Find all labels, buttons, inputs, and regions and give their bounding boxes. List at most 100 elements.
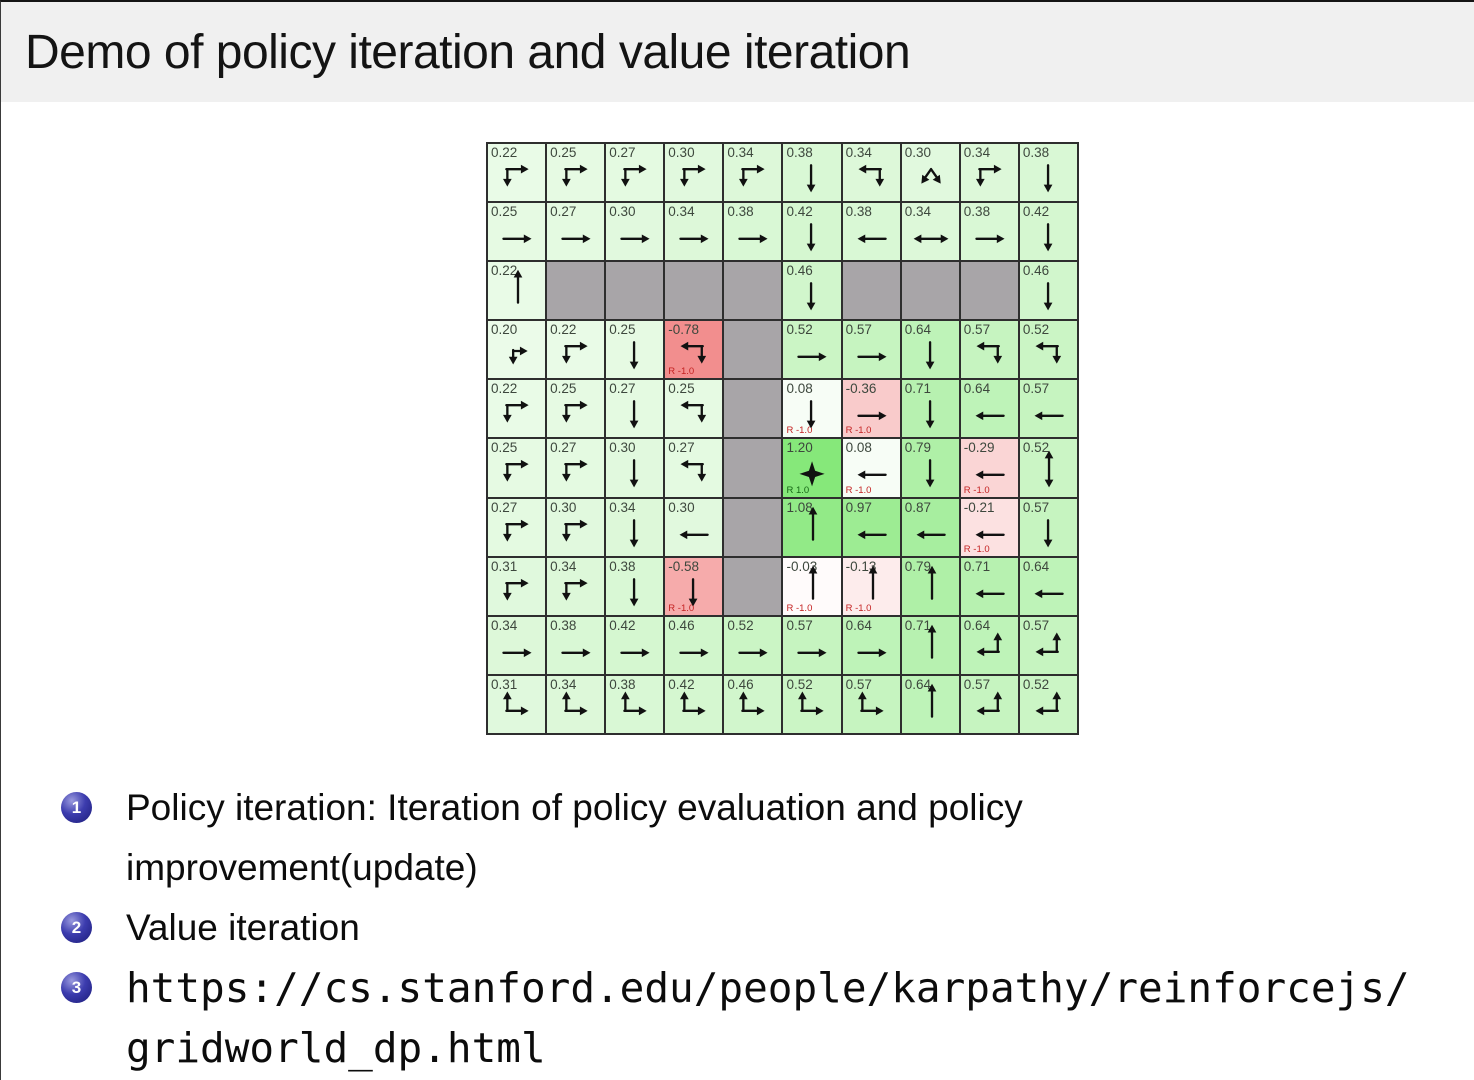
grid-cell[interactable]: 0.52 (782, 674, 842, 734)
grid-cell[interactable]: 0.79 (900, 556, 960, 616)
grid-cell[interactable]: 0.34 (487, 615, 547, 675)
grid-cell[interactable]: 0.52 (782, 320, 842, 380)
grid-cell[interactable]: 0.31 (487, 674, 547, 734)
grid-cell[interactable]: 0.87 (900, 497, 960, 557)
grid-cell[interactable]: 0.25 (605, 320, 665, 380)
grid-cell[interactable]: 0.57 (782, 615, 842, 675)
grid-cell[interactable]: 0.42 (782, 202, 842, 262)
grid-cell[interactable]: 1.08 (782, 497, 842, 557)
grid-cell[interactable]: 0.71 (959, 556, 1019, 616)
list-item-policy-iteration: 1 Policy iteration: Iteration of policy … (61, 778, 1463, 898)
grid-cell[interactable]: 0.57 (959, 320, 1019, 380)
grid-cell[interactable]: -0.13 R -1.0 (841, 556, 901, 616)
grid-cell[interactable]: 0.52 (1018, 674, 1078, 734)
grid-cell[interactable]: 0.27 (605, 379, 665, 439)
grid-cell[interactable]: 0.38 (605, 674, 665, 734)
grid-cell[interactable]: 0.30 (900, 143, 960, 203)
grid-cell[interactable]: 0.27 (546, 202, 606, 262)
grid-cell[interactable]: 0.08 R -1.0 (841, 438, 901, 498)
grid-cell[interactable]: 0.34 (959, 143, 1019, 203)
grid-cell[interactable]: 0.38 (723, 202, 783, 262)
grid-cell[interactable]: 0.38 (782, 143, 842, 203)
grid-cell[interactable]: -0.36 R -1.0 (841, 379, 901, 439)
grid-cell[interactable]: 0.27 (664, 438, 724, 498)
grid-cell[interactable]: 0.27 (605, 143, 665, 203)
grid-cell[interactable]: 1.20 R 1.0 (782, 438, 842, 498)
grid-cell[interactable]: 0.97 (841, 497, 901, 557)
cell-reward: R -1.0 (786, 602, 813, 614)
grid-cell[interactable]: 0.64 (900, 320, 960, 380)
grid-cell[interactable]: 0.38 (841, 202, 901, 262)
grid-cell[interactable]: 0.57 (1018, 497, 1078, 557)
grid-cell[interactable]: 0.22 (487, 379, 547, 439)
grid-cell[interactable]: 0.42 (1018, 202, 1078, 262)
grid-cell[interactable]: 0.57 (841, 674, 901, 734)
grid-cell[interactable]: 0.42 (664, 674, 724, 734)
grid-cell[interactable]: 0.38 (546, 615, 606, 675)
grid-cell[interactable]: 0.08 R -1.0 (782, 379, 842, 439)
grid-cell[interactable]: 0.57 (1018, 615, 1078, 675)
wall-cell (723, 379, 783, 439)
grid-cell[interactable]: 0.30 (546, 497, 606, 557)
grid-cell[interactable]: 0.20 (487, 320, 547, 380)
grid-cell[interactable]: 0.52 (1018, 320, 1078, 380)
grid-cell[interactable]: 0.42 (605, 615, 665, 675)
policy-arrow-icon (807, 400, 816, 429)
grid-cell[interactable]: 0.30 (664, 143, 724, 203)
grid-cell[interactable]: 0.34 (900, 202, 960, 262)
grid-cell[interactable]: 0.64 (841, 615, 901, 675)
grid-cell[interactable]: 0.46 (664, 615, 724, 675)
policy-arrow-icon (502, 691, 529, 716)
grid-cell[interactable]: 0.27 (487, 497, 547, 557)
grid-cell[interactable]: 0.34 (723, 143, 783, 203)
grid-cell[interactable]: 0.64 (959, 615, 1019, 675)
grid-cell[interactable]: 0.57 (1018, 379, 1078, 439)
grid-cell[interactable]: 0.30 (664, 497, 724, 557)
grid-cell[interactable]: 0.52 (723, 615, 783, 675)
url-link[interactable]: https://cs.stanford.edu/people/karpathy/… (126, 964, 1410, 1072)
grid-cell[interactable]: 0.25 (546, 143, 606, 203)
grid-cell[interactable]: -0.03 R -1.0 (782, 556, 842, 616)
grid-cell[interactable]: 0.34 (605, 497, 665, 557)
grid-cell[interactable]: 0.79 (900, 438, 960, 498)
policy-arrow-icon (629, 577, 639, 607)
grid-cell[interactable]: 0.25 (487, 438, 547, 498)
grid-cell[interactable]: 0.22 (546, 320, 606, 380)
grid-cell[interactable]: 0.31 (487, 556, 547, 616)
grid-cell[interactable]: 0.34 (664, 202, 724, 262)
grid-cell[interactable]: 0.30 (605, 202, 665, 262)
grid-cell[interactable]: 0.64 (959, 379, 1019, 439)
grid-cell[interactable]: 0.27 (546, 438, 606, 498)
grid-cell[interactable]: 0.25 (487, 202, 547, 262)
grid-cell[interactable]: 0.46 (723, 674, 783, 734)
grid-cell[interactable]: 0.22 (487, 143, 547, 203)
grid-cell[interactable]: 0.38 (1018, 143, 1078, 203)
grid-cell[interactable]: 0.30 (605, 438, 665, 498)
grid-cell[interactable]: -0.29 R -1.0 (959, 438, 1019, 498)
grid-cell[interactable]: -0.58 R -1.0 (664, 556, 724, 616)
grid-cell[interactable]: 0.71 (900, 615, 960, 675)
cell-value: 0.30 (609, 204, 636, 220)
grid-cell[interactable]: 0.25 (546, 379, 606, 439)
grid-cell[interactable]: 0.46 (782, 261, 842, 321)
grid-cell[interactable]: 0.22 (487, 261, 547, 321)
grid-cell[interactable]: 0.57 (959, 674, 1019, 734)
grid-cell[interactable]: 0.34 (546, 556, 606, 616)
cell-value: 0.57 (1022, 617, 1050, 633)
policy-arrow-icon (807, 223, 816, 252)
grid-cell[interactable]: -0.78 R -1.0 (664, 320, 724, 380)
grid-cell[interactable]: 0.64 (1018, 556, 1078, 616)
grid-cell[interactable]: 0.52 (1018, 438, 1078, 498)
grid-cell[interactable]: 0.34 (841, 143, 901, 203)
grid-cell[interactable]: -0.21 R -1.0 (959, 497, 1019, 557)
grid-cell[interactable]: 0.46 (1018, 261, 1078, 321)
grid-cell[interactable]: 0.64 (900, 674, 960, 734)
policy-arrow-icon (975, 470, 1005, 480)
grid-cell[interactable]: 0.71 (900, 379, 960, 439)
grid-cell[interactable]: 0.25 (664, 379, 724, 439)
grid-cell[interactable]: 0.57 (841, 320, 901, 380)
grid-cell[interactable]: 0.34 (546, 674, 606, 734)
grid-cell[interactable]: 0.38 (605, 556, 665, 616)
grid-cell[interactable]: 0.38 (959, 202, 1019, 262)
